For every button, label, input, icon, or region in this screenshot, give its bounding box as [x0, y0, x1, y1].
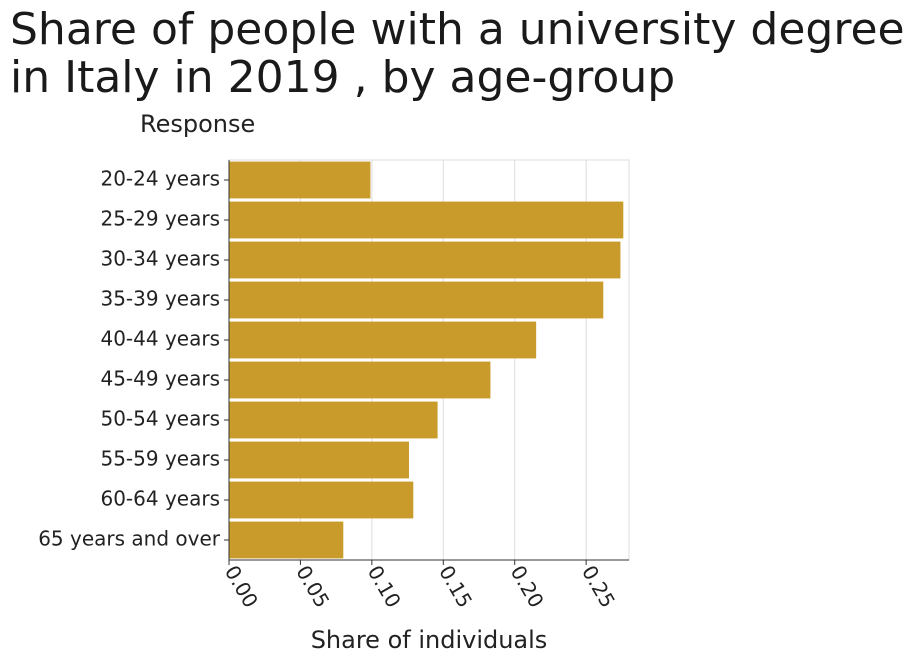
y-tick-label-6: 50-54 years [100, 407, 220, 431]
bar-5 [229, 361, 491, 399]
x-axis-label: Share of individuals [310, 626, 548, 654]
y-tick-label-7: 55-59 years [100, 447, 220, 471]
bar-9 [229, 521, 344, 559]
x-tick-label-1: 0.05 [291, 561, 334, 612]
x-tick-label-0: 0.00 [220, 561, 263, 612]
y-axis-label: Response [140, 110, 256, 138]
chart-title-line-2: in Italy in 2019 , by age-group [10, 52, 676, 103]
y-tick-label-5: 45-49 years [100, 367, 220, 391]
bar-6 [229, 401, 438, 439]
bar-2 [229, 241, 621, 279]
y-tick-label-4: 40-44 years [100, 327, 220, 351]
y-tick-label-2: 30-34 years [100, 247, 220, 271]
y-tick-label-9: 65 years and over [38, 527, 221, 551]
x-tick-label-5: 0.25 [577, 561, 620, 612]
y-tick-label-0: 20-24 years [100, 167, 220, 191]
x-tick-label-4: 0.20 [506, 561, 549, 612]
chart-title: Share of people with a university degree… [10, 6, 915, 102]
bar-4 [229, 321, 537, 359]
y-tick-label-8: 60-64 years [100, 487, 220, 511]
chart-title-line-1: Share of people with a university degree [10, 4, 905, 55]
bar-7 [229, 441, 409, 479]
x-tick-label-3: 0.15 [434, 561, 477, 612]
y-tick-label-3: 35-39 years [100, 287, 220, 311]
bar-8 [229, 481, 414, 519]
bar-1 [229, 201, 624, 239]
bar-0 [229, 161, 371, 199]
bar-3 [229, 281, 604, 319]
y-tick-label-1: 25-29 years [100, 207, 220, 231]
x-tick-label-2: 0.10 [363, 561, 406, 612]
